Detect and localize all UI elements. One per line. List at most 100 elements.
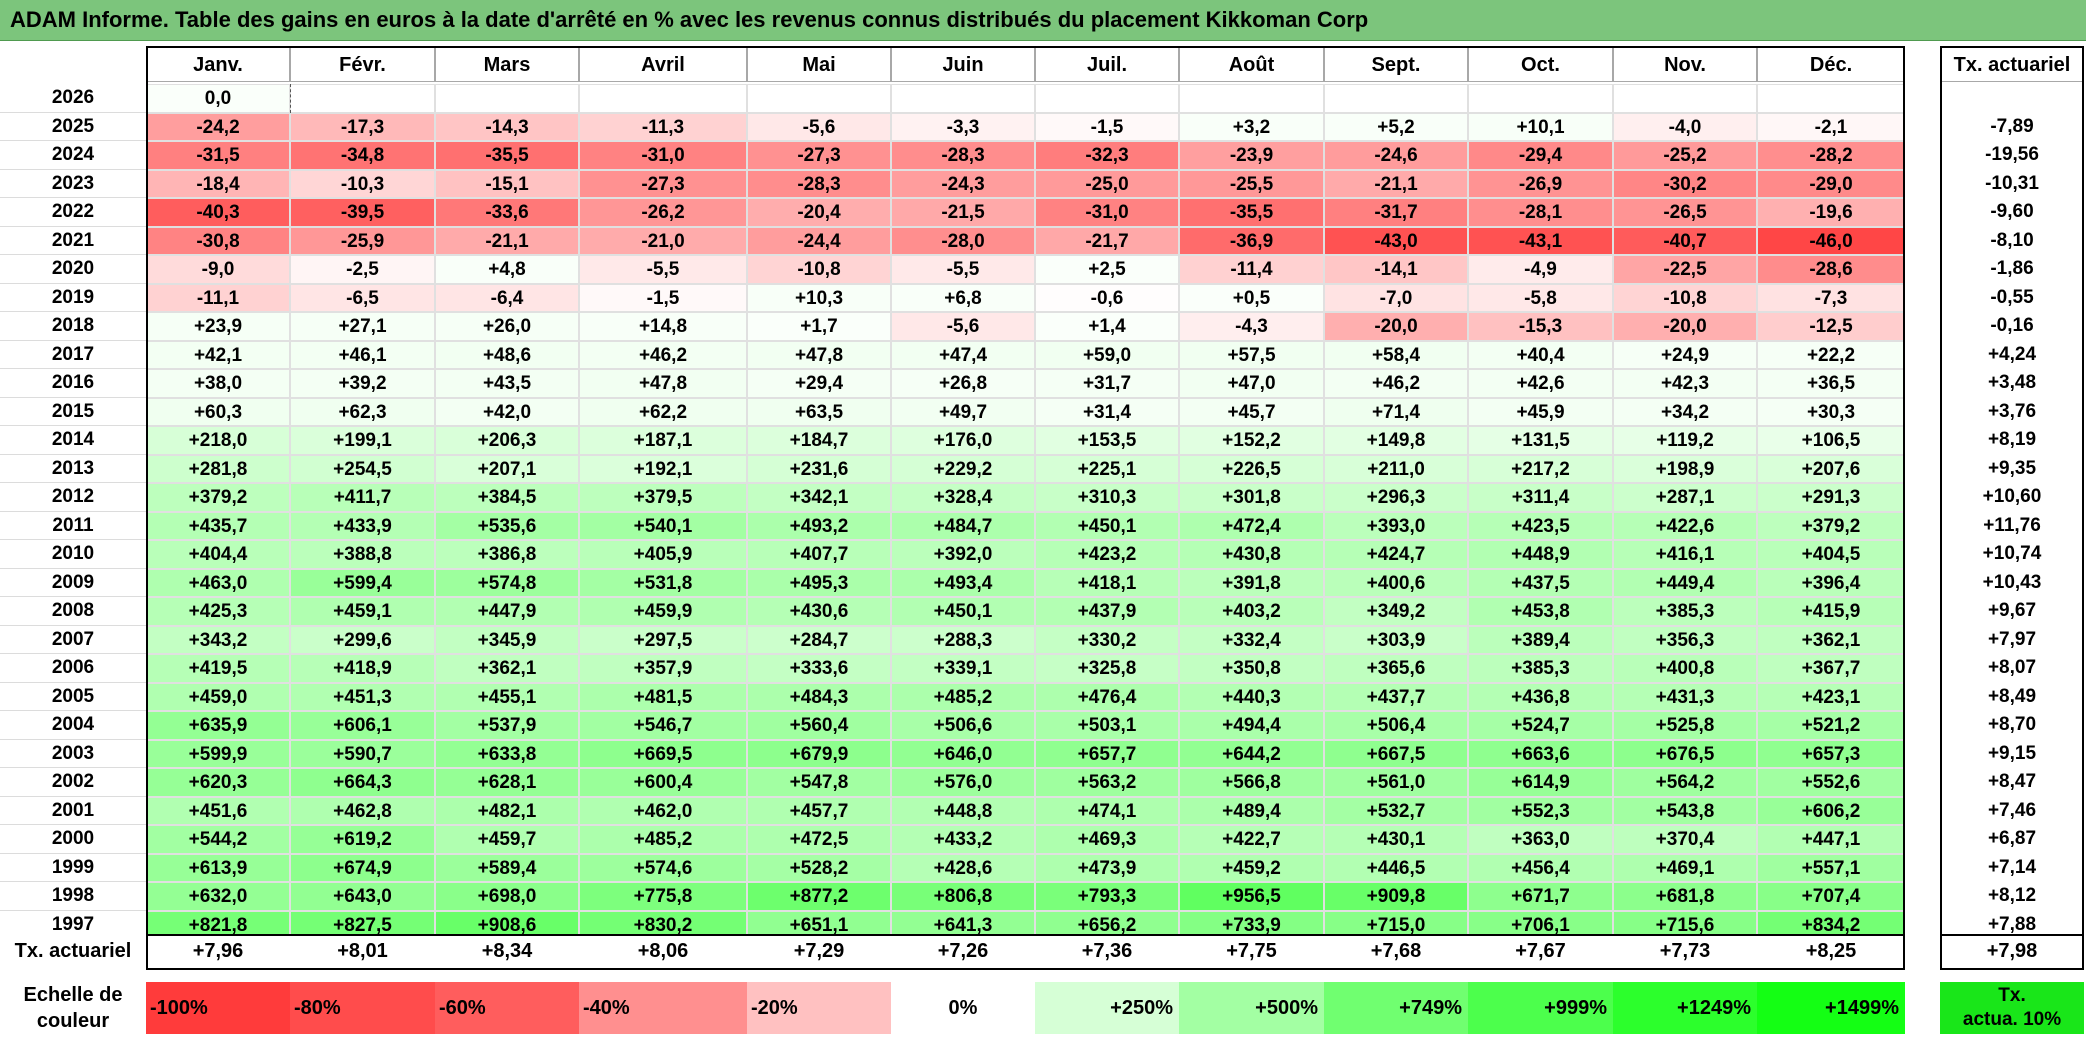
data-cell: +424,7 (1324, 540, 1468, 569)
footer-rate-4: +8,06 (579, 934, 747, 970)
data-cell: +632,0 (146, 882, 290, 911)
data-cell: +667,5 (1324, 739, 1468, 768)
data-cell: +62,2 (579, 397, 747, 426)
row-rate: +10,60 (1940, 483, 2084, 512)
data-cell: +59,0 (1035, 340, 1179, 369)
legend-label: Echelle de couleur (0, 982, 146, 1034)
row-year: 2025 (0, 112, 146, 141)
data-cell: +153,5 (1035, 426, 1179, 455)
data-cell: +495,3 (747, 568, 891, 597)
data-cell: +493,2 (747, 511, 891, 540)
data-cell: -25,0 (1035, 169, 1179, 198)
data-cell: +229,2 (891, 454, 1035, 483)
row-rate: -9,60 (1940, 198, 2084, 227)
data-cell: -28,6 (1757, 255, 1905, 284)
legend-swatch: 0% (891, 982, 1035, 1034)
data-cell: +493,4 (891, 568, 1035, 597)
data-cell: +357,9 (579, 654, 747, 683)
data-cell: +400,6 (1324, 568, 1468, 597)
data-cell: -39,5 (290, 198, 435, 227)
data-cell: +909,8 (1324, 882, 1468, 911)
data-cell: -26,9 (1468, 169, 1613, 198)
data-cell: +325,8 (1035, 654, 1179, 683)
data-cell: +459,1 (290, 597, 435, 626)
row-rate: -19,56 (1940, 141, 2084, 170)
row-rate: -7,89 (1940, 112, 2084, 141)
data-cell: +448,9 (1468, 540, 1613, 569)
data-cell: +469,1 (1613, 853, 1757, 882)
data-cell: -30,2 (1613, 169, 1757, 198)
data-cell: -21,0 (579, 226, 747, 255)
data-cell: -27,3 (747, 141, 891, 170)
data-cell: +379,2 (146, 483, 290, 512)
data-cell: +606,1 (290, 711, 435, 740)
data-cell: +437,7 (1324, 682, 1468, 711)
data-cell: -24,2 (146, 112, 290, 141)
data-cell: -14,3 (435, 112, 579, 141)
data-cell: +389,4 (1468, 625, 1613, 654)
data-cell: -7,0 (1324, 283, 1468, 312)
data-cell: -24,3 (891, 169, 1035, 198)
data-cell: +535,6 (435, 511, 579, 540)
data-cell: +557,1 (1757, 853, 1905, 882)
row-year: 2026 (0, 84, 146, 113)
data-cell: +574,8 (435, 568, 579, 597)
data-cell: -6,5 (290, 283, 435, 312)
data-cell: +633,8 (435, 739, 579, 768)
data-cell: -32,3 (1035, 141, 1179, 170)
legend-swatch: +999% (1468, 982, 1613, 1034)
data-cell: +428,6 (891, 853, 1035, 882)
data-cell: +446,5 (1324, 853, 1468, 882)
data-cell: -12,5 (1757, 312, 1905, 341)
legend-swatch: +250% (1035, 982, 1179, 1034)
row-rate: +4,24 (1940, 340, 2084, 369)
data-cell: -2,5 (290, 255, 435, 284)
data-cell: +806,8 (891, 882, 1035, 911)
data-cell: -1,5 (579, 283, 747, 312)
rate-column-header: Tx. actuariel (1940, 46, 2084, 82)
data-cell: +453,8 (1468, 597, 1613, 626)
data-cell: +463,0 (146, 568, 290, 597)
data-cell: +437,9 (1035, 597, 1179, 626)
row-year: 2023 (0, 169, 146, 198)
data-cell: -34,8 (290, 141, 435, 170)
data-cell: +561,0 (1324, 768, 1468, 797)
legend-rate-line1: Tx. (1998, 985, 2026, 1006)
data-cell: +288,3 (891, 625, 1035, 654)
row-year: 2000 (0, 825, 146, 854)
column-header-8: Août (1179, 46, 1324, 82)
data-cell: +532,7 (1324, 796, 1468, 825)
data-cell: +384,5 (435, 483, 579, 512)
data-cell: -5,5 (579, 255, 747, 284)
data-cell: +437,5 (1468, 568, 1613, 597)
data-cell: +546,7 (579, 711, 747, 740)
row-rate: +10,43 (1940, 568, 2084, 597)
data-cell: +416,1 (1613, 540, 1757, 569)
data-cell: +566,8 (1179, 768, 1324, 797)
data-cell: -22,5 (1613, 255, 1757, 284)
data-cell: -25,2 (1613, 141, 1757, 170)
legend-swatch: -60% (435, 982, 579, 1034)
row-year: 2015 (0, 397, 146, 426)
data-cell: +24,9 (1613, 340, 1757, 369)
data-cell: +451,6 (146, 796, 290, 825)
data-cell: -11,4 (1179, 255, 1324, 284)
data-cell: +48,6 (435, 340, 579, 369)
data-cell: +456,4 (1468, 853, 1613, 882)
data-cell: +30,3 (1757, 397, 1905, 426)
data-cell: +433,2 (891, 825, 1035, 854)
data-cell: -21,1 (1324, 169, 1468, 198)
data-cell: +589,4 (435, 853, 579, 882)
row-rate: +9,15 (1940, 739, 2084, 768)
data-cell: +42,3 (1613, 369, 1757, 398)
data-cell: -19,6 (1757, 198, 1905, 227)
data-cell: -17,3 (290, 112, 435, 141)
data-cell: -31,0 (579, 141, 747, 170)
data-cell: +423,2 (1035, 540, 1179, 569)
row-year: 2008 (0, 597, 146, 626)
data-cell: +391,8 (1179, 568, 1324, 597)
data-cell: +485,2 (891, 682, 1035, 711)
data-cell: +2,5 (1035, 255, 1179, 284)
legend-swatch: -40% (579, 982, 747, 1034)
row-rate: -8,10 (1940, 226, 2084, 255)
